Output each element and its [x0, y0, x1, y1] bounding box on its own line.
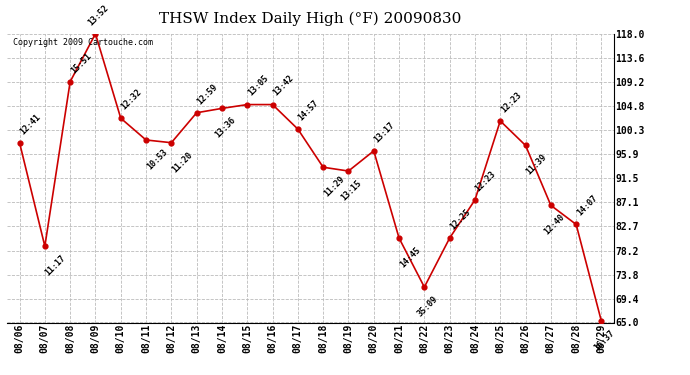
- Point: [65, 79, 76, 85]
- Text: 12:32: 12:32: [119, 87, 144, 111]
- Text: THSW Index Daily High (°F) 20090830: THSW Index Daily High (°F) 20090830: [159, 11, 462, 26]
- Text: 13:05: 13:05: [246, 74, 270, 98]
- Text: 11:29: 11:29: [322, 175, 346, 199]
- Point: [393, 235, 404, 241]
- Text: 15:51: 15:51: [69, 51, 93, 75]
- Point: [293, 126, 304, 132]
- Text: 14:45: 14:45: [398, 245, 422, 269]
- Point: [241, 102, 253, 108]
- Point: [115, 115, 126, 121]
- Text: 14:07: 14:07: [575, 194, 599, 217]
- Text: 13:17: 13:17: [373, 120, 397, 144]
- Text: 12:23: 12:23: [499, 90, 523, 114]
- Point: [469, 197, 480, 203]
- Point: [419, 284, 430, 290]
- Text: 13:42: 13:42: [271, 74, 295, 98]
- Text: 11:20: 11:20: [170, 150, 195, 174]
- Text: Copyright 2009 Cartouche.com: Copyright 2009 Cartouche.com: [13, 38, 153, 47]
- Point: [166, 140, 177, 146]
- Text: 10:53: 10:53: [145, 147, 169, 171]
- Text: 13:36: 13:36: [213, 116, 237, 140]
- Point: [343, 168, 354, 174]
- Point: [39, 243, 50, 249]
- Point: [267, 102, 278, 108]
- Point: [571, 221, 582, 227]
- Point: [495, 118, 506, 124]
- Point: [90, 31, 101, 37]
- Point: [596, 318, 607, 324]
- Text: 16:37: 16:37: [593, 329, 617, 353]
- Point: [141, 137, 152, 143]
- Text: 13:52: 13:52: [87, 3, 111, 27]
- Point: [368, 148, 380, 154]
- Point: [545, 202, 556, 208]
- Point: [191, 110, 202, 116]
- Point: [317, 164, 328, 170]
- Point: [14, 140, 25, 146]
- Text: 11:17: 11:17: [43, 254, 68, 278]
- Text: 11:39: 11:39: [524, 153, 549, 177]
- Point: [444, 235, 455, 241]
- Text: 13:15: 13:15: [339, 178, 364, 203]
- Text: 12:23: 12:23: [474, 169, 498, 193]
- Point: [520, 142, 531, 148]
- Text: 12:59: 12:59: [195, 82, 219, 106]
- Text: 35:09: 35:09: [415, 294, 440, 318]
- Text: 12:40: 12:40: [542, 213, 566, 237]
- Text: 12:41: 12:41: [19, 112, 43, 136]
- Text: 14:57: 14:57: [297, 98, 321, 122]
- Text: 12:25: 12:25: [448, 207, 473, 231]
- Point: [217, 105, 228, 111]
